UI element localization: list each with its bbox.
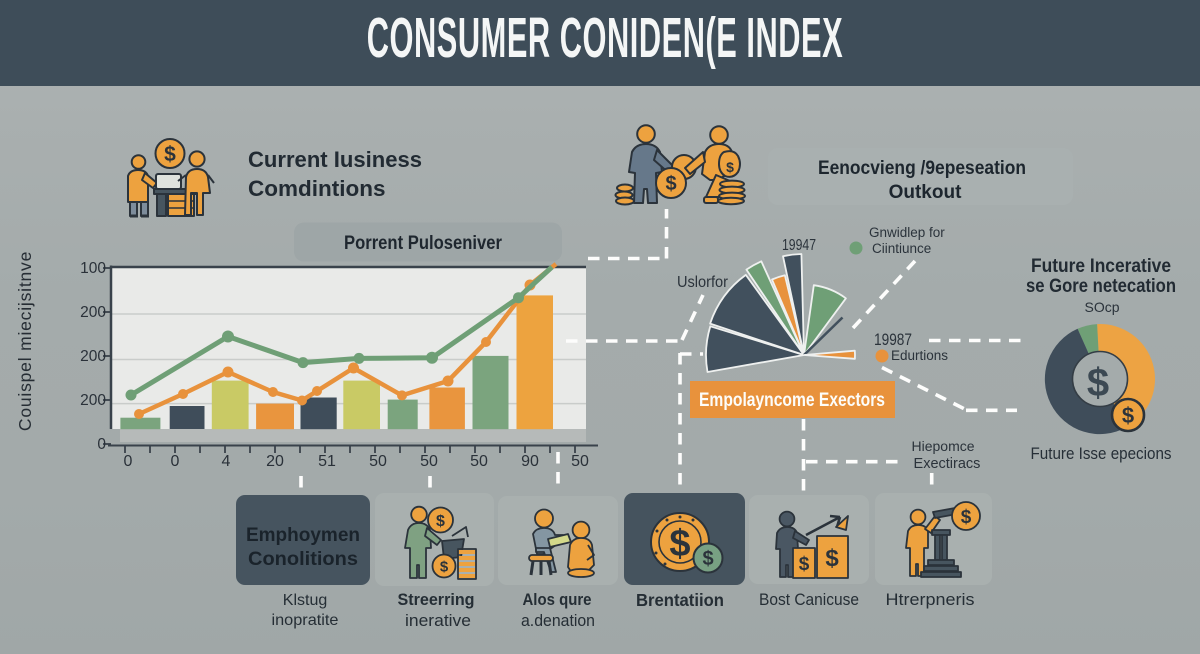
svg-text:20: 20 (266, 453, 284, 470)
svg-text:Uslorfor: Uslorfor (677, 274, 729, 291)
svg-text:Edurtions: Edurtions (891, 348, 948, 363)
svg-text:Exectiracs: Exectiracs (914, 456, 981, 472)
svg-text:90: 90 (521, 453, 539, 470)
svg-text:$: $ (669, 523, 690, 565)
svg-text:0: 0 (171, 453, 180, 470)
svg-text:Gnwidlep for: Gnwidlep for (869, 225, 945, 240)
svg-text:Comdintions: Comdintions (248, 176, 385, 201)
svg-text:$: $ (164, 143, 176, 166)
svg-text:Future Incerative: Future Incerative (1031, 256, 1171, 277)
svg-text:Outkout: Outkout (889, 182, 962, 203)
svg-text:50: 50 (369, 453, 387, 470)
svg-text:se Gore netecation: se Gore netecation (1026, 276, 1176, 297)
svg-text:Streerring: Streerring (398, 590, 475, 609)
svg-text:$: $ (961, 507, 972, 528)
svg-text:$: $ (440, 559, 449, 576)
svg-text:a.denation: a.denation (521, 612, 595, 630)
svg-text:Ciintiunce: Ciintiunce (872, 241, 931, 256)
svg-text:0: 0 (97, 436, 106, 453)
svg-text:Hiepomce: Hiepomce (911, 438, 974, 454)
svg-text:SOcp: SOcp (1084, 299, 1119, 315)
svg-text:$: $ (1087, 361, 1109, 405)
svg-text:Eenocvieng /9epeseation: Eenocvieng /9epeseation (818, 158, 1026, 179)
svg-text:inopratite: inopratite (272, 612, 339, 629)
svg-text:Brentatiion: Brentatiion (636, 590, 724, 610)
svg-text:50: 50 (420, 453, 438, 470)
svg-text:50: 50 (571, 453, 589, 470)
svg-text:200: 200 (80, 304, 106, 321)
svg-text:4: 4 (222, 453, 231, 470)
svg-text:$: $ (799, 554, 810, 575)
svg-text:$: $ (436, 513, 445, 530)
svg-text:Htrerpneris: Htrerpneris (886, 590, 975, 609)
svg-text:Alos qure: Alos qure (523, 590, 592, 609)
svg-text:51: 51 (318, 453, 336, 470)
svg-text:Future Isse epecions: Future Isse epecions (1031, 444, 1172, 463)
svg-text:Conolitions: Conolitions (248, 549, 358, 570)
svg-text:Klstug: Klstug (283, 592, 327, 609)
svg-text:$: $ (1122, 403, 1134, 428)
svg-text:200: 200 (80, 392, 106, 409)
svg-text:inerative: inerative (405, 612, 471, 630)
svg-text:Emphoymen: Emphoymen (246, 525, 360, 546)
svg-text:$: $ (726, 159, 734, 175)
svg-text:19987: 19987 (874, 331, 912, 349)
svg-text:0: 0 (124, 453, 133, 470)
svg-text:Bost Canicuse: Bost Canicuse (759, 590, 859, 609)
svg-text:Empolayncome Exectors: Empolayncome Exectors (699, 390, 885, 411)
svg-text:50: 50 (470, 453, 488, 470)
svg-text:200: 200 (80, 348, 106, 365)
svg-text:Current Iusiness: Current Iusiness (248, 147, 422, 172)
svg-text:Couispel miecijsitnve: Couispel miecijsitnve (15, 251, 35, 431)
svg-text:100: 100 (80, 260, 106, 277)
svg-text:$: $ (702, 548, 713, 570)
svg-text:$: $ (825, 545, 839, 572)
svg-text:19947: 19947 (782, 237, 816, 254)
svg-text:Porrent Puloseniver: Porrent Puloseniver (344, 233, 503, 254)
svg-text:$: $ (665, 173, 676, 195)
